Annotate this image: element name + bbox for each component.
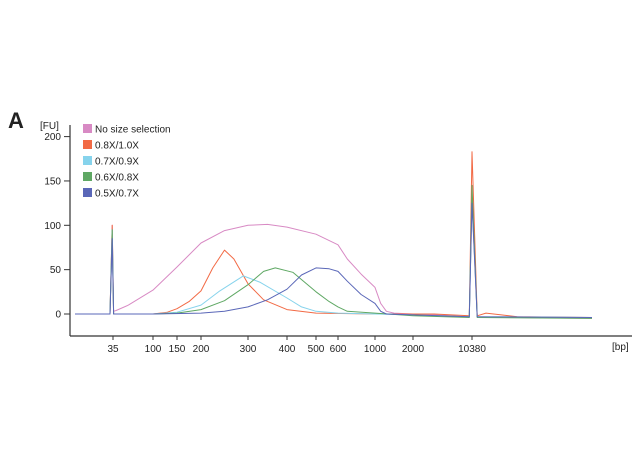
x-tick-label: 600 — [330, 344, 347, 355]
x-axis-label: [bp] — [612, 342, 629, 353]
x-tick-label: 10380 — [458, 344, 486, 355]
series-line-3 — [75, 184, 593, 319]
y-tick-label: 0 — [55, 310, 61, 321]
series-line-0 — [75, 198, 593, 319]
x-tick-label: 1000 — [364, 344, 387, 355]
x-tick-label: 150 — [169, 344, 186, 355]
x-tick-label: 35 — [107, 344, 119, 355]
legend-label: 0.6X/0.8X — [95, 173, 139, 184]
y-tick-label: 200 — [44, 132, 61, 143]
x-tick-label: 200 — [193, 344, 210, 355]
x-tick-label: 2000 — [402, 344, 425, 355]
series-line-4 — [75, 202, 593, 318]
legend-swatch — [83, 140, 92, 149]
y-tick-label: 150 — [44, 176, 61, 187]
y-tick-label: 100 — [44, 221, 61, 232]
panel-label: A — [8, 108, 24, 133]
legend-label: 0.7X/0.9X — [95, 157, 139, 168]
legend-label: No size selection — [95, 125, 171, 136]
legend-label: 0.5X/0.7X — [95, 189, 139, 200]
legend-swatch — [83, 156, 92, 165]
x-tick-label: 400 — [279, 344, 296, 355]
x-tick-label: 500 — [308, 344, 325, 355]
y-axis-label: [FU] — [40, 121, 59, 132]
y-tick-label: 50 — [50, 265, 62, 276]
x-tick-label: 300 — [240, 344, 257, 355]
legend-swatch — [83, 188, 92, 197]
series-line-1 — [75, 151, 593, 318]
x-tick-label: 100 — [145, 344, 162, 355]
series-line-2 — [75, 198, 593, 318]
legend-label: 0.8X/1.0X — [95, 141, 139, 152]
legend-swatch — [83, 124, 92, 133]
legend-swatch — [83, 172, 92, 181]
